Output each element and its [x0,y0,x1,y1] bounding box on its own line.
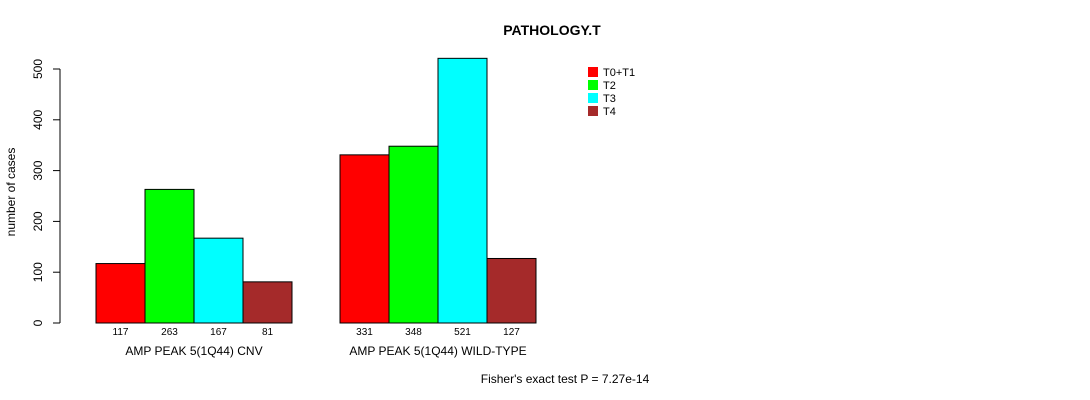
legend-swatch [588,67,598,77]
bar [144,188,195,324]
bar-value-label: 348 [405,327,422,338]
y-tick-label: 200 [31,211,45,231]
bar-value-label: 117 [113,327,129,338]
bar [437,57,488,324]
bar-value-label: 263 [161,327,178,338]
legend-label: T2 [603,80,616,92]
legend-swatch [588,80,598,90]
y-tick-label: 300 [31,160,45,180]
bar [339,154,390,324]
bar-value-label: 521 [454,327,471,338]
y-tick-label: 400 [31,109,45,129]
legend-label: T0+T1 [603,67,635,79]
bar-value-label: 127 [503,327,520,338]
bar [486,257,537,324]
y-axis: 0 100 200 300 400 500 [31,59,61,326]
legend-swatch [588,106,598,116]
group-label: AMP PEAK 5(1Q44) WILD-TYPE [349,344,526,358]
y-tick-label: 500 [31,59,45,79]
bar [193,237,244,324]
bar [95,263,146,324]
fisher-test-footnote: Fisher's exact test P = 7.27e-14 [481,372,650,386]
y-tick-label: 0 [31,319,45,326]
bar-value-label: 81 [262,327,274,338]
bar [242,281,293,324]
bar [388,145,439,324]
group-labels: AMP PEAK 5(1Q44) CNV AMP PEAK 5(1Q44) WIL… [125,344,526,358]
legend-label: T3 [603,93,616,105]
legend-label: T4 [603,106,616,118]
y-tick-label: 100 [31,262,45,282]
legend-swatch [588,93,598,103]
group-label: AMP PEAK 5(1Q44) CNV [125,344,262,358]
bar-groups: 117 263 167 81 331 348 521 127 [95,57,537,338]
bar-value-label: 167 [210,327,227,338]
bar-value-label: 331 [356,327,373,338]
chart-title: PATHOLOGY.T [503,22,601,38]
y-axis-label: number of cases [4,148,18,237]
